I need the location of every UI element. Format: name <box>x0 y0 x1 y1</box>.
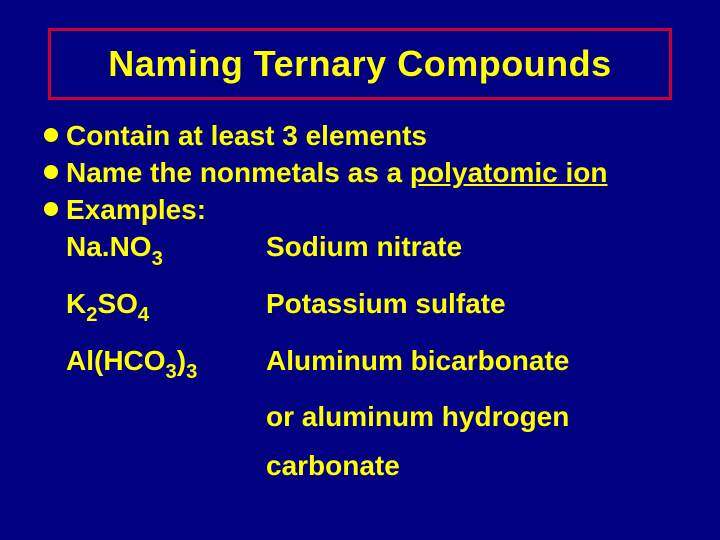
bullet-icon <box>44 202 58 216</box>
formula: Na.NO3 <box>66 229 266 270</box>
compound-name: Aluminum bicarbonate <box>266 343 676 384</box>
bullet-underlined: polyatomic ion <box>410 157 608 188</box>
continuation-line: carbonate <box>266 448 676 483</box>
content-area: Contain at least 3 elements Name the non… <box>40 118 680 483</box>
bullet-text: Name the nonmetals as a polyatomic ion <box>66 155 676 190</box>
bullet-item: Examples: <box>44 192 676 227</box>
title-container: Naming Ternary Compounds <box>48 28 672 100</box>
bullet-item: Contain at least 3 elements <box>44 118 676 153</box>
formula: K2SO4 <box>66 286 266 327</box>
slide-title: Naming Ternary Compounds <box>69 43 651 85</box>
compound-name: Sodium nitrate <box>266 229 676 270</box>
bullet-prefix: Name the nonmetals as a <box>66 157 410 188</box>
example-row: Na.NO3 Sodium nitrate <box>66 229 676 270</box>
bullet-icon <box>44 128 58 142</box>
bullet-item: Name the nonmetals as a polyatomic ion <box>44 155 676 190</box>
example-row: Al(HCO3)3 Aluminum bicarbonate <box>66 343 676 384</box>
compound-name: Potassium sulfate <box>266 286 676 327</box>
example-row: K2SO4 Potassium sulfate <box>66 286 676 327</box>
continuation-line: or aluminum hydrogen <box>266 399 676 434</box>
formula: Al(HCO3)3 <box>66 343 266 384</box>
bullet-text: Examples: <box>66 192 676 227</box>
bullet-icon <box>44 165 58 179</box>
slide: Naming Ternary Compounds Contain at leas… <box>0 0 720 540</box>
bullet-text: Contain at least 3 elements <box>66 118 676 153</box>
